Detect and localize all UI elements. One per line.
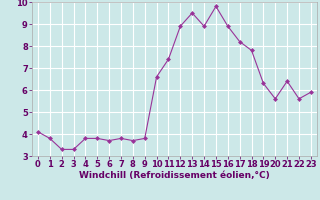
X-axis label: Windchill (Refroidissement éolien,°C): Windchill (Refroidissement éolien,°C) — [79, 171, 270, 180]
